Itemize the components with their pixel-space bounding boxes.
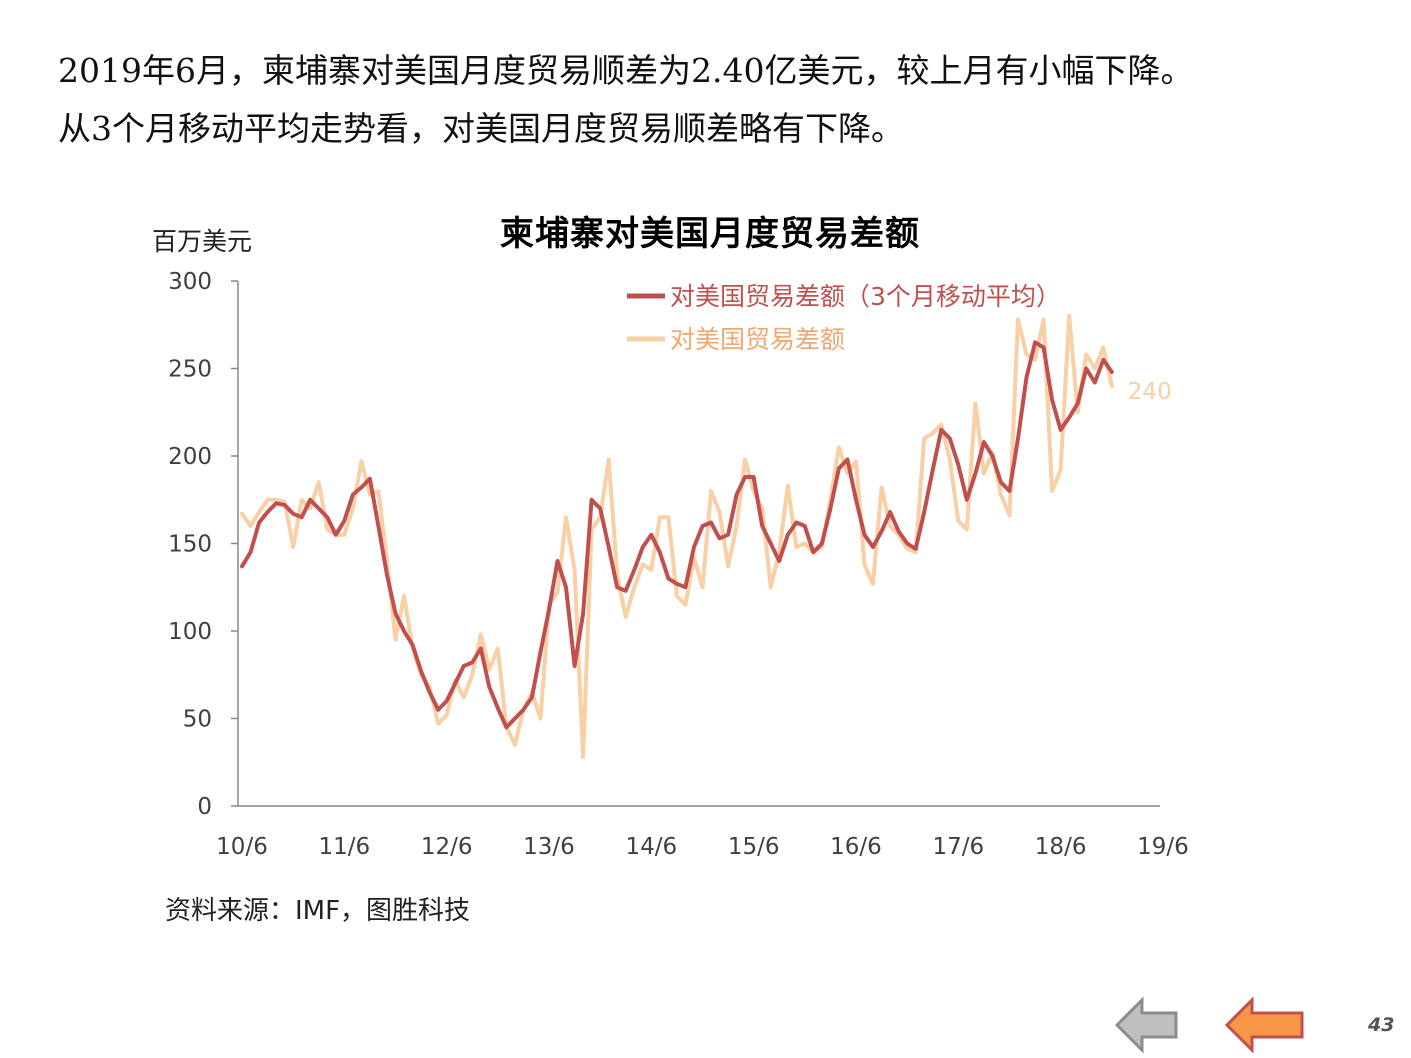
- arrow-left-icon: [1224, 996, 1304, 1054]
- intro-line-1: 2019年6月，柬埔寨对美国月度贸易顺差为2.40亿美元，较上月有小幅下降。: [58, 51, 1194, 90]
- y-tick-label: 300: [168, 269, 212, 295]
- end-data-label: 240: [1128, 379, 1172, 405]
- x-tick-label: 18/6: [1035, 834, 1087, 860]
- y-tick-label: 150: [168, 532, 212, 558]
- intro-line-2: 从3个月移动平均走势看，对美国月度贸易顺差略有下降。: [58, 109, 904, 148]
- x-tick-label: 15/6: [728, 834, 780, 860]
- arrow-left-icon: [1114, 996, 1178, 1054]
- back-button[interactable]: [1114, 996, 1180, 1054]
- y-tick-label: 100: [168, 619, 212, 645]
- next-button[interactable]: [1224, 996, 1306, 1054]
- x-tick-label: 10/6: [216, 834, 268, 860]
- x-tick-label: 12/6: [421, 834, 473, 860]
- page-number: 43: [1368, 1014, 1395, 1036]
- x-tick-label: 14/6: [625, 834, 677, 860]
- x-tick-label: 19/6: [1137, 834, 1189, 860]
- y-tick-label: 250: [168, 357, 212, 383]
- source-note: 资料来源：IMF，图胜科技: [165, 896, 471, 926]
- legend-label-3m-average: 对美国贸易差额（3个月移动平均）: [670, 282, 1061, 311]
- chart-title: 柬埔寨对美国月度贸易差额: [500, 214, 920, 254]
- x-tick-label: 17/6: [932, 834, 984, 860]
- x-tick-label: 11/6: [319, 834, 371, 860]
- y-tick-label: 200: [168, 444, 212, 470]
- series-line-monthly: [240, 314, 1114, 759]
- x-tick-label: 13/6: [523, 834, 575, 860]
- series-line-3m-average: [240, 340, 1114, 730]
- y-axis-unit-label: 百万美元: [152, 227, 253, 256]
- legend-label-monthly: 对美国贸易差额: [670, 325, 845, 354]
- y-tick-label: 50: [183, 707, 212, 733]
- intro-text: 2019年6月，柬埔寨对美国月度贸易顺差为2.40亿美元，较上月有小幅下降。 从…: [58, 42, 1398, 158]
- x-tick-label: 16/6: [830, 834, 882, 860]
- y-tick-label: 0: [197, 794, 212, 820]
